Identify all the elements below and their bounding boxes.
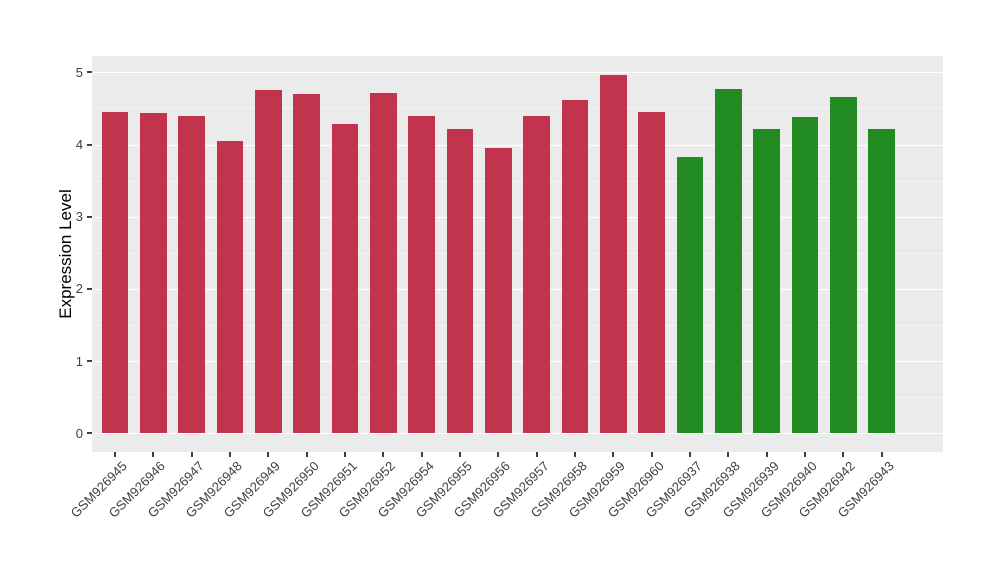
x-tick-mark — [535, 452, 538, 457]
gridline-major — [92, 216, 943, 218]
bar-GSM926942 — [829, 96, 857, 434]
x-tick-mark — [190, 452, 193, 457]
bar-GSM926950 — [293, 94, 321, 434]
bar-GSM926951 — [331, 123, 359, 434]
y-tick-mark — [87, 143, 92, 146]
bar-GSM926938 — [714, 88, 742, 434]
y-tick-label: 4 — [75, 137, 83, 152]
gridline-minor — [92, 108, 943, 110]
x-tick-mark — [574, 452, 576, 457]
bar-GSM926958 — [561, 99, 589, 434]
bar-GSM926957 — [523, 116, 551, 434]
x-tick-mark — [650, 452, 653, 457]
x-tick-mark — [267, 452, 270, 457]
bar-GSM926960 — [638, 112, 666, 434]
bar-GSM926940 — [791, 117, 819, 434]
x-tick-mark — [497, 452, 500, 457]
x-tick-mark — [612, 452, 615, 457]
y-tick-mark — [87, 360, 92, 363]
y-tick-mark — [87, 71, 92, 74]
x-tick-mark — [420, 452, 423, 457]
bar-GSM926946 — [139, 112, 167, 434]
bar-GSM926956 — [484, 148, 512, 434]
bar-GSM926949 — [254, 90, 282, 434]
y-tick-label: 1 — [75, 353, 83, 369]
gridline-major — [92, 361, 943, 363]
x-tick-mark — [152, 452, 155, 457]
y-tick-mark — [87, 432, 92, 435]
bar-GSM926954 — [408, 116, 436, 434]
bar-GSM926947 — [178, 115, 206, 434]
y-tick-label: 2 — [75, 281, 83, 297]
gridline-minor — [92, 252, 943, 254]
bar-GSM926948 — [216, 140, 244, 434]
x-tick-mark — [765, 452, 768, 457]
y-tick-label: 0 — [75, 425, 83, 441]
x-tick-mark — [880, 452, 883, 457]
bar-GSM926945 — [101, 112, 129, 434]
gridline-major — [92, 144, 943, 146]
x-tick-mark — [727, 452, 730, 457]
y-tick-label: 3 — [75, 209, 83, 225]
x-tick-mark — [459, 452, 461, 457]
gridline-minor — [92, 180, 943, 182]
bar-GSM926943 — [868, 128, 896, 434]
bar-GSM926939 — [753, 128, 781, 434]
x-tick-mark — [229, 452, 231, 457]
x-tick-mark — [804, 452, 806, 457]
x-tick-mark — [305, 452, 308, 457]
x-tick-mark — [689, 452, 691, 457]
x-tick-mark — [382, 452, 385, 457]
x-tick-mark — [842, 452, 845, 457]
y-tick-mark — [87, 287, 92, 290]
gridline-major — [92, 433, 943, 435]
bar-GSM926952 — [369, 92, 397, 434]
bar-GSM926955 — [446, 128, 474, 434]
x-tick-mark — [114, 452, 116, 457]
gridline-major — [92, 288, 943, 290]
y-tick-mark — [87, 215, 92, 218]
gridline-minor — [92, 397, 943, 399]
y-tick-label: 5 — [75, 64, 83, 80]
bar-GSM926959 — [599, 75, 627, 434]
gridline-major — [92, 72, 943, 74]
plot-panel — [92, 56, 943, 452]
x-tick-mark — [344, 452, 346, 457]
bar-GSM926937 — [676, 156, 704, 434]
gridline-minor — [92, 325, 943, 326]
